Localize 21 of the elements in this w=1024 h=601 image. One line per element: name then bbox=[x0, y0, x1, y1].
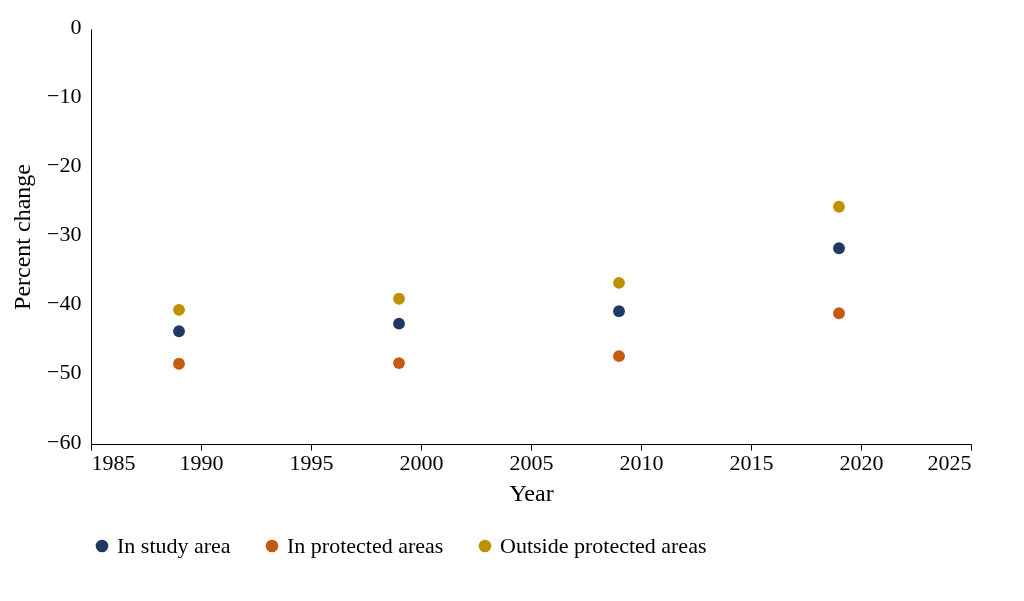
legend-label: In study area bbox=[117, 533, 231, 558]
x-tick-label: 1995 bbox=[289, 449, 334, 475]
y-tick-label: −50 bbox=[47, 359, 82, 385]
y-tick-label: 0 bbox=[70, 13, 82, 39]
y-tick-label: −30 bbox=[47, 221, 82, 246]
x-tick-label: 2015 bbox=[729, 449, 774, 475]
x-axis-title: Year bbox=[509, 479, 554, 506]
y-tick-label: −20 bbox=[47, 151, 82, 177]
x-tick-label: 1985 bbox=[91, 449, 136, 475]
x-tick-label: 2020 bbox=[839, 449, 884, 475]
legend-label: In protected areas bbox=[287, 533, 444, 558]
y-tick-label: −10 bbox=[47, 82, 82, 108]
legend-label: Outside protected areas bbox=[500, 533, 707, 558]
x-tick-label: 2000 bbox=[399, 449, 444, 475]
y-tick-label: −60 bbox=[47, 428, 82, 454]
y-tick-label: −40 bbox=[47, 290, 82, 316]
x-tick-label: 2005 bbox=[509, 449, 554, 475]
y-axis-title: Percent change bbox=[9, 164, 36, 310]
x-tick-label: 2025 bbox=[927, 449, 972, 475]
x-tick-label: 1990 bbox=[179, 449, 224, 475]
x-tick-label: 2010 bbox=[619, 449, 664, 475]
